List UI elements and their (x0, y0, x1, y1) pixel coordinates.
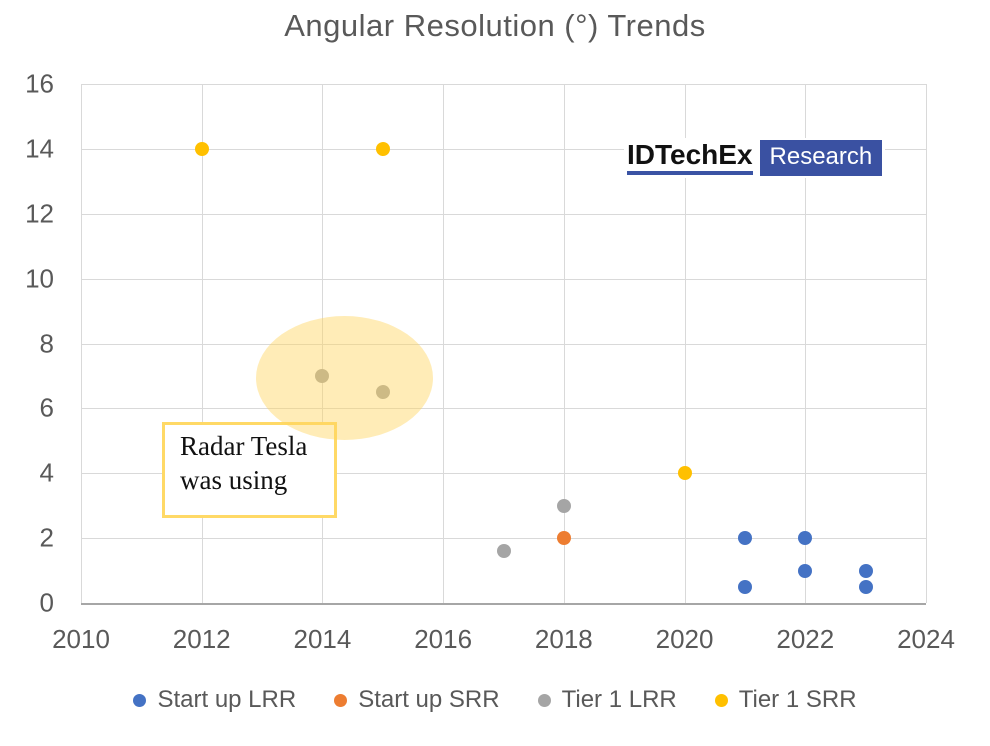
gridline (81, 473, 926, 475)
legend-label: Tier 1 LRR (561, 686, 677, 713)
y-tick-label: 6 (39, 392, 54, 423)
gridline (81, 213, 926, 215)
legend-item: Start up SRR (334, 686, 500, 714)
gridline (81, 84, 926, 85)
data-point (858, 563, 873, 578)
x-tick-label: 2016 (414, 624, 473, 654)
gridline (81, 278, 926, 280)
idtechex-logo: IDTechEx Research (624, 138, 886, 178)
legend-item: Tier 1 SRR (714, 686, 857, 714)
legend-item: Start up LRR (133, 686, 296, 714)
data-point (496, 544, 511, 559)
gridline (81, 538, 926, 540)
x-tick-label: 2014 (293, 624, 352, 654)
data-point (375, 385, 390, 400)
x-tick-label: 2010 (52, 624, 110, 654)
y-tick-label: 14 (25, 133, 54, 164)
chart-legend: Start up LRR Start up SRR Tier 1 LRR Tier 1… (0, 686, 990, 714)
legend-dot-icon (537, 693, 551, 707)
data-point (194, 141, 209, 156)
gridline (926, 84, 927, 603)
legend-label: Start up SRR (358, 686, 500, 713)
gridline (81, 408, 926, 410)
y-tick-label: 12 (25, 198, 54, 229)
x-tick-label: 2020 (655, 624, 714, 654)
y-tick-label: 10 (25, 263, 54, 294)
data-point (798, 531, 813, 546)
y-tick-label: 4 (39, 457, 54, 488)
chart-title: Angular Resolution (°) Trends (284, 8, 706, 43)
legend-item: Tier 1 LRR (537, 686, 677, 714)
data-point (556, 498, 571, 513)
logo-brand-text: IDTechEx (627, 141, 753, 175)
y-tick-label: 16 (25, 68, 54, 99)
y-tick-label: 2 (39, 522, 54, 553)
data-point (375, 141, 390, 156)
logo-research-badge: Research (759, 140, 883, 176)
data-point (737, 579, 752, 594)
legend-label: Start up LRR (157, 686, 297, 713)
data-point (556, 531, 571, 546)
legend-dot-icon (133, 693, 147, 707)
legend-dot-icon (334, 693, 348, 707)
y-tick-label: 8 (39, 328, 54, 358)
x-tick-label: 2024 (897, 624, 955, 654)
gridline (81, 343, 926, 345)
gridline (81, 148, 926, 150)
callout-box (162, 422, 337, 518)
data-point (798, 563, 813, 578)
data-point (677, 466, 692, 481)
data-point (858, 579, 873, 594)
plot-area (81, 84, 927, 605)
y-tick-label: 0 (39, 587, 54, 618)
data-point (315, 368, 330, 383)
x-tick-label: 2018 (534, 624, 593, 654)
x-axis-tick-labels: 2010 2012 2014 2016 2018 2020 2022 2024 (52, 624, 955, 664)
gridline (81, 603, 926, 605)
x-tick-label: 2012 (172, 624, 231, 654)
x-tick-label: 2022 (776, 624, 835, 654)
data-point (737, 531, 752, 546)
legend-label: Tier 1 SRR (738, 686, 857, 713)
y-axis-tick-labels: 0 2 4 6 8 10 12 14 16 (0, 69, 62, 618)
callout-text: Radar Tesla was using (180, 431, 308, 495)
legend-dot-icon (714, 693, 728, 707)
